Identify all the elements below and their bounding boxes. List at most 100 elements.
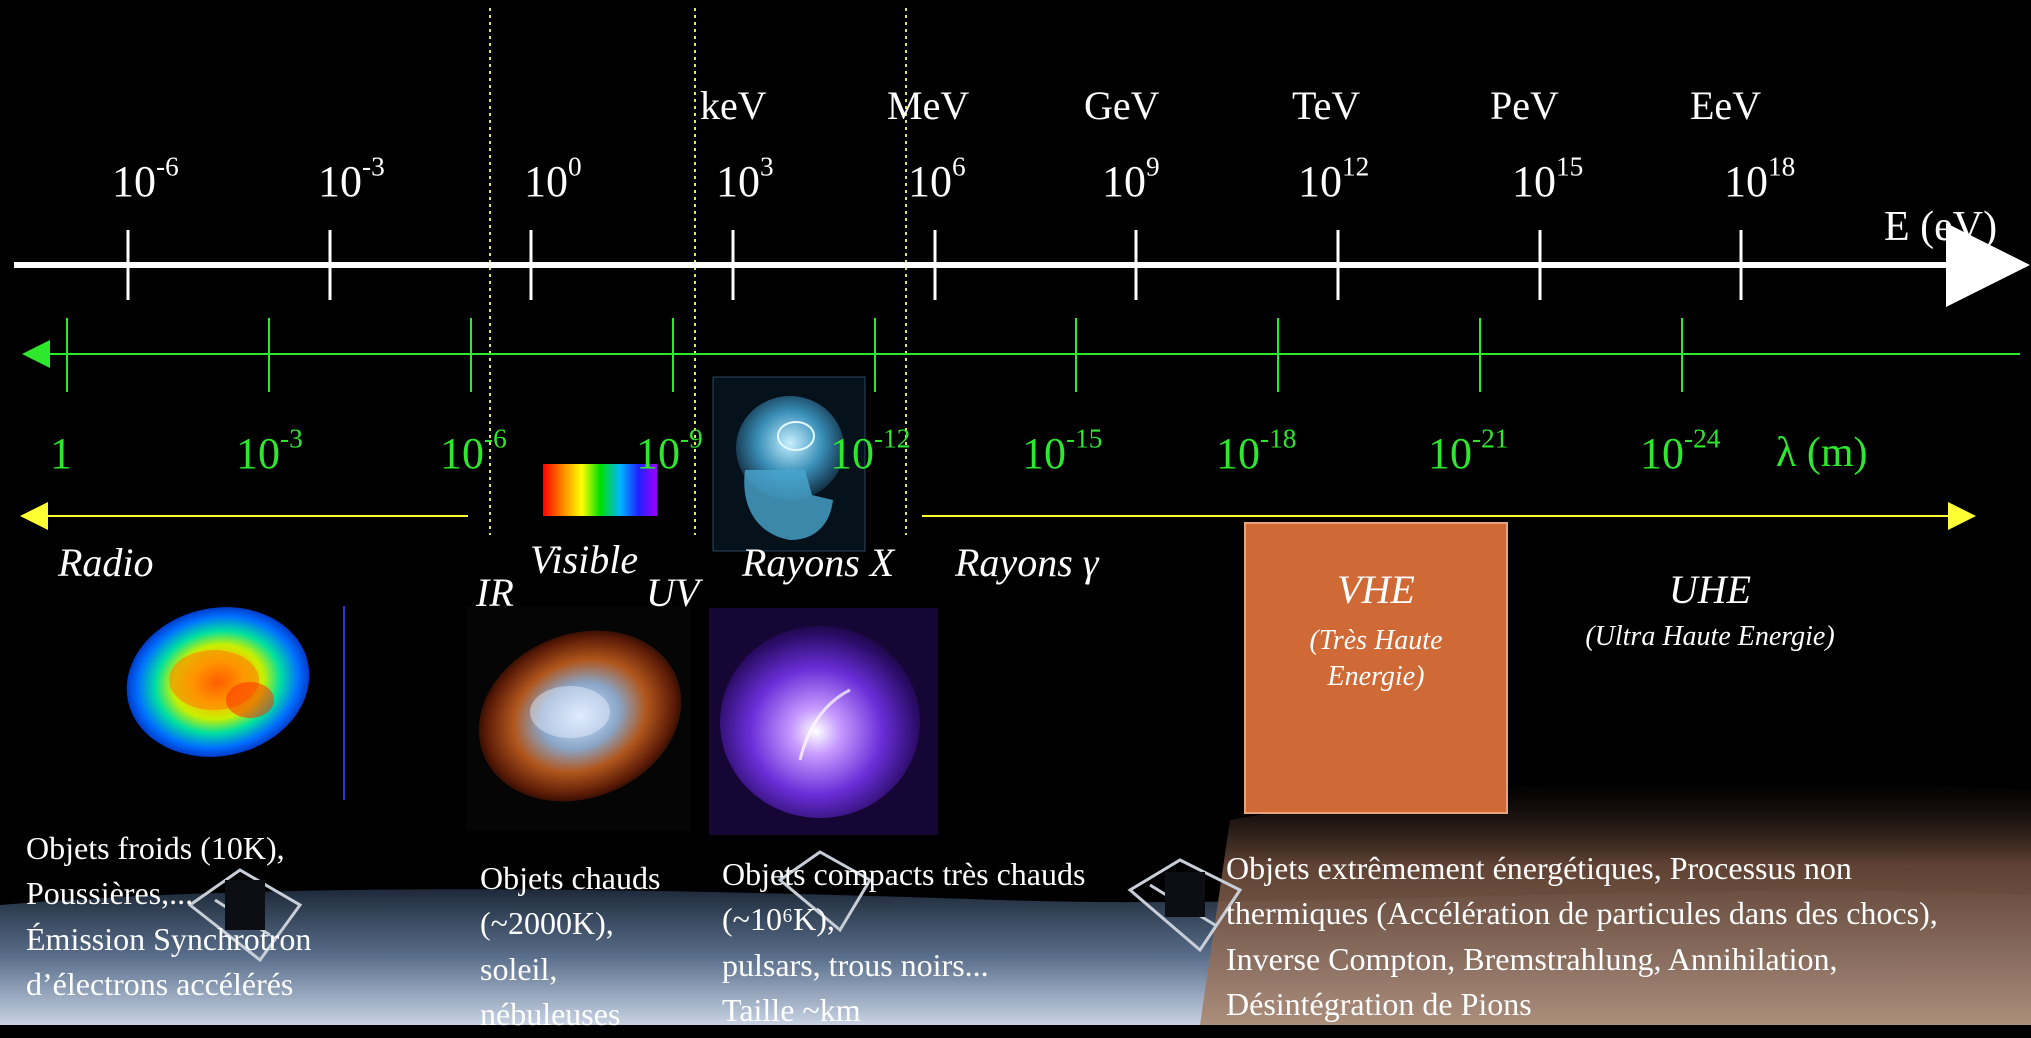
tick-base: 10 <box>1022 429 1066 478</box>
energy-tick-label: 103 <box>716 153 774 206</box>
description-line: Objets extrêmement énergétiques, Process… <box>1226 850 1852 886</box>
energy-axis-title: E (eV) <box>1884 204 1998 250</box>
tick-exponent: 0 <box>568 151 582 182</box>
tick-base: 10 <box>1298 157 1342 206</box>
tick-base: 10 <box>1640 429 1684 478</box>
description-line: d’électrons accélérés <box>26 966 294 1003</box>
vhe-subtitle-line-2: Energie) <box>1327 661 1425 693</box>
energy-unit-label: keV <box>700 83 767 128</box>
energy-tick-label: 1015 <box>1512 153 1583 206</box>
energy-unit-label: TeV <box>1292 83 1361 128</box>
energy-tick-label: 10-3 <box>318 153 385 206</box>
band-label-gamma: Rayons γ <box>955 540 1099 585</box>
energy-tick-label: 109 <box>1102 153 1160 206</box>
cherenkov-telescope-icon <box>0 779 2031 1025</box>
tick-exponent: -15 <box>1066 423 1103 454</box>
wavelength-tick-label: 10-24 <box>1640 425 1720 478</box>
tick-base: 10 <box>318 157 362 206</box>
tick-base: 1 <box>50 429 72 478</box>
vhe-box: VHE (Très Haute Energie) <box>1244 522 1508 814</box>
energy-tick-label: 1012 <box>1298 153 1369 206</box>
tick-base: 10 <box>1428 429 1472 478</box>
tick-exponent: 6 <box>952 151 966 182</box>
wavelength-axis-title: λ (m) <box>1776 430 1868 476</box>
wavelength-tick-label: 10-18 <box>1216 425 1296 478</box>
energy-tick-label: 1018 <box>1724 153 1795 206</box>
wavelength-tick-label: 10-6 <box>440 425 507 478</box>
wavelength-tick-label: 10-12 <box>830 425 910 478</box>
vhe-subtitle-line-1: (Très Haute <box>1309 625 1443 656</box>
tick-base: 10 <box>112 157 156 206</box>
tick-base: 10 <box>1724 157 1768 206</box>
description-line: Taille ~km <box>722 992 861 1029</box>
description-line: Objets chauds <box>480 860 661 896</box>
rainbow-spectrum-icon <box>543 464 657 516</box>
tick-exponent: -6 <box>156 151 179 182</box>
band-label-xray: Rayons X <box>742 540 895 585</box>
description-line: Objets compacts très chauds <box>722 856 1086 892</box>
description-line: thermiques (Accélération de particules d… <box>1226 895 1938 932</box>
description-radio: Objets froids (10K), Poussières,... Émis… <box>26 826 311 1008</box>
tick-base: 10 <box>1216 429 1260 478</box>
tick-base: 10 <box>716 157 760 206</box>
tick-base: 10 <box>440 429 484 478</box>
description-line: Désintégration de Pions <box>1226 986 1532 1023</box>
description-line: pulsars, trous noirs... <box>722 946 989 983</box>
xray-skull-icon <box>712 376 866 552</box>
description-line: Inverse Compton, Bremstrahlung, Annihila… <box>1226 940 1838 977</box>
energy-unit-label: GeV <box>1084 83 1160 128</box>
band-label-ir: IR <box>476 570 514 615</box>
energy-axis-ticks <box>126 230 1743 300</box>
band-label-radio: Radio <box>58 540 154 585</box>
tick-exponent: 12 <box>1342 151 1370 182</box>
description-line: (~10⁶K), <box>722 901 835 938</box>
tick-base: 10 <box>1512 157 1556 206</box>
energy-unit-label: EeV <box>1690 83 1762 128</box>
wavelength-axis-ticks <box>66 318 1683 392</box>
energy-tick-label: 100 <box>524 153 582 206</box>
tick-exponent: -21 <box>1472 423 1509 454</box>
wavelength-tick-label: 10-9 <box>636 425 703 478</box>
tick-base: 10 <box>1102 157 1146 206</box>
tick-exponent: -6 <box>484 423 507 454</box>
description-line: Émission Synchrotron <box>26 920 312 957</box>
description-line: Objets froids (10K), <box>26 830 285 866</box>
radio-sky-map-icon <box>126 606 345 800</box>
description-xray: Objets compacts très chauds (~10⁶K), pul… <box>722 852 1085 1034</box>
description-ir-visible: Objets chauds (~2000K), soleil, nébuleus… <box>480 856 660 1038</box>
band-label-visible: Visible <box>530 537 639 582</box>
energy-unit-label: MeV <box>887 83 970 128</box>
description-line: (~2000K), <box>480 905 614 942</box>
tick-exponent: 9 <box>1146 151 1160 182</box>
description-line: Poussières,... <box>26 875 194 912</box>
band-label-uv: UV <box>646 570 700 615</box>
uhe-label: UHE (Ultra Haute Energie) <box>1560 566 1860 653</box>
tick-exponent: -3 <box>362 151 385 182</box>
tick-exponent: -3 <box>280 423 303 454</box>
tick-exponent: -24 <box>1684 423 1721 454</box>
energy-tick-label: 10-6 <box>112 153 179 206</box>
crab-nebula-xray-icon <box>709 608 938 835</box>
tick-base: 10 <box>830 429 874 478</box>
tick-exponent: -9 <box>680 423 703 454</box>
tick-exponent: 18 <box>1768 151 1796 182</box>
wavelength-tick-label: 1 <box>50 432 72 476</box>
tick-exponent: -18 <box>1260 423 1297 454</box>
energy-unit-label: PeV <box>1490 83 1559 128</box>
tick-exponent: 15 <box>1556 151 1584 182</box>
uhe-subtitle: (Ultra Haute Energie) <box>1585 621 1835 652</box>
wavelength-tick-label: 10-3 <box>236 425 303 478</box>
vhe-title: VHE <box>1337 567 1415 612</box>
wavelength-tick-label: 10-21 <box>1428 425 1508 478</box>
energy-tick-label: 106 <box>908 153 966 204</box>
uhe-title: UHE <box>1668 567 1752 612</box>
tick-base: 10 <box>236 429 280 478</box>
tick-base: 10 <box>524 157 568 206</box>
crab-nebula-optical-icon <box>466 606 691 831</box>
tick-exponent: -12 <box>874 423 911 454</box>
tick-exponent: 3 <box>760 151 774 182</box>
description-line: soleil, <box>480 950 558 987</box>
tick-base: 10 <box>636 429 680 478</box>
